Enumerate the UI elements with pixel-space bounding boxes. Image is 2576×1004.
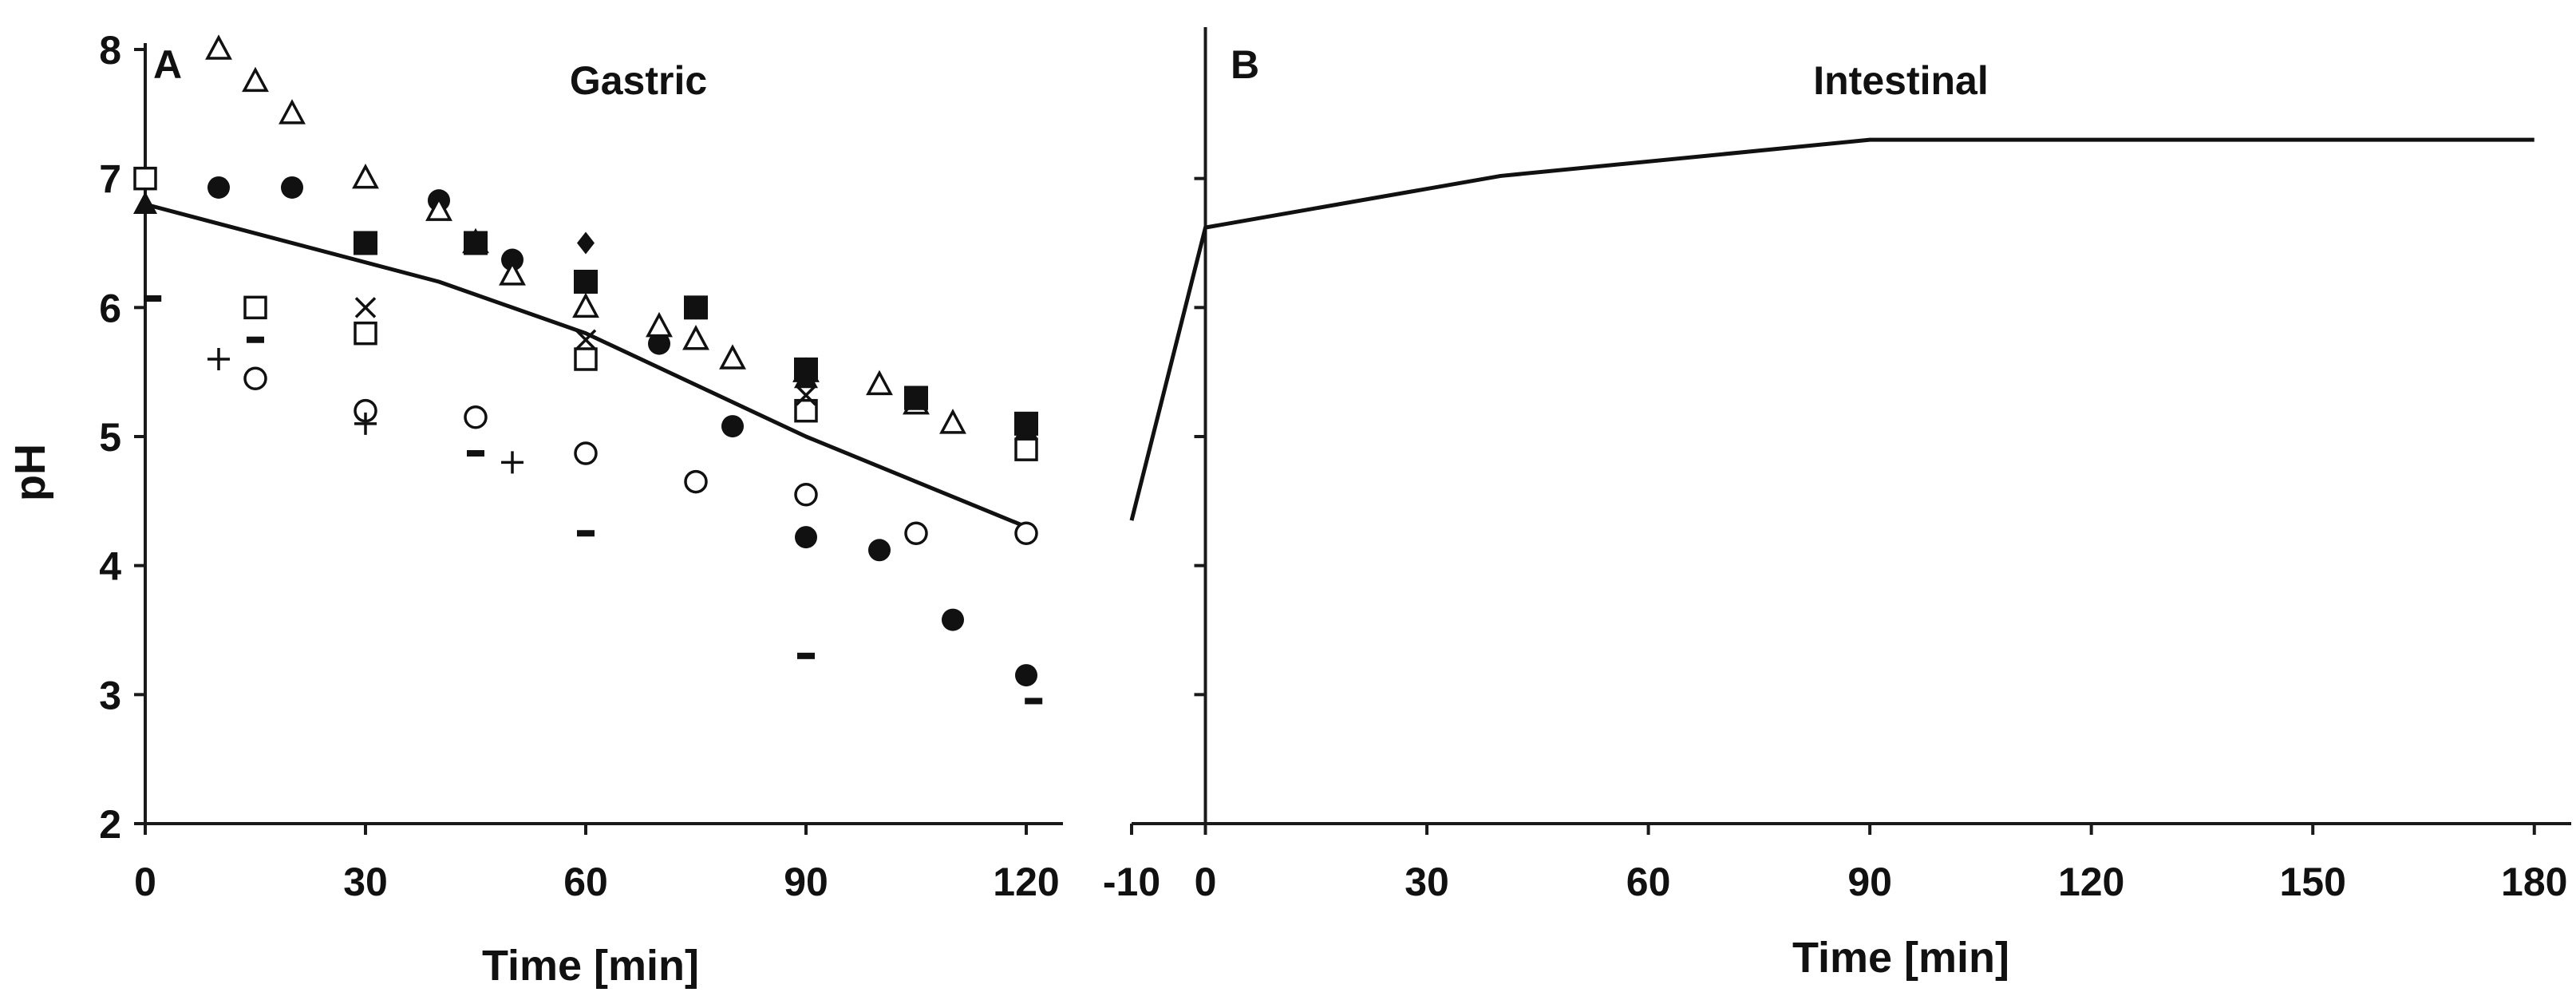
data-point-filled-square: [354, 231, 377, 255]
data-point-dash: [144, 295, 162, 302]
data-point-open-square: [133, 166, 157, 191]
data-point-filled-circle: [721, 415, 744, 438]
data-point-open-circle: [684, 469, 708, 494]
panel-a-x-tick-label: 30: [343, 860, 388, 904]
data-point-open-triangle: [499, 260, 526, 286]
data-point-cross: [905, 389, 927, 411]
data-point-cross: [795, 385, 817, 406]
data-point-filled-square: [464, 231, 488, 255]
data-point-open-triangle: [682, 325, 709, 350]
panel-a-markers: [133, 34, 1043, 705]
data-point-open-circle: [574, 441, 598, 465]
data-point-filled-triangle: [133, 192, 157, 214]
data-point-filled-circle: [795, 526, 817, 549]
panel-b-letter: B: [1231, 42, 1259, 87]
panel-a-y-tick-label: 3: [99, 673, 121, 717]
panel-a-y-tick-label: 7: [99, 157, 121, 202]
data-point-filled-circle: [648, 332, 670, 355]
panel-a-axes: [144, 43, 1063, 825]
panel-b-x-tick-label: 180: [2501, 860, 2567, 904]
panel-b-x-tick-label: 0: [1195, 860, 1217, 904]
data-point-filled-square: [574, 270, 598, 294]
data-point-cross: [354, 297, 377, 318]
panel-b-x-tick-label: 60: [1626, 860, 1671, 904]
data-point-open-triangle: [205, 34, 232, 60]
data-point-open-triangle: [646, 311, 673, 338]
panel-b-ticks: -10 0 30 60 90 120 150 180: [1103, 176, 2567, 904]
data-point-open-circle: [904, 521, 928, 545]
panel-a-average-line: [144, 202, 1027, 529]
data-point-plus: [501, 451, 523, 474]
panel-b-x-tick-label: 120: [2058, 860, 2124, 904]
data-point-dash: [577, 530, 595, 537]
data-point-open-circle: [464, 405, 488, 429]
data-point-filled-diamond: [577, 231, 595, 255]
panel-a-y-tick-label: 2: [99, 802, 121, 847]
data-point-open-triangle: [866, 370, 893, 396]
data-point-open-triangle: [572, 292, 599, 318]
panel-a-x-tick-label: 60: [563, 860, 608, 904]
data-point-open-circle: [794, 483, 818, 507]
panel-a-x-tick-label: 90: [784, 860, 828, 904]
panel-a-ticks: 2 3 4 5 6 7 8 0 30 60 90 120: [99, 28, 1060, 904]
panel-b-x-tick-label: 90: [1847, 860, 1892, 904]
data-point-dash: [247, 336, 264, 343]
data-point-plus: [207, 348, 230, 370]
panel-b-ph-curve: [1129, 137, 2535, 521]
panel-b-x-tick-label: -10: [1103, 860, 1160, 904]
panel-a-y-tick-label: 6: [99, 286, 121, 330]
panel-b-title: Intestinal: [1813, 58, 1988, 103]
panel-b-x-axis-label: Time [min]: [1792, 934, 2009, 982]
data-point-filled-square: [904, 385, 928, 410]
panel-b-ph-line: [1129, 137, 2535, 521]
data-point-filled-circle: [207, 176, 230, 199]
data-point-cross: [575, 329, 597, 350]
data-point-plus: [354, 412, 377, 435]
data-point-open-triangle: [352, 163, 379, 189]
panel-a-title: Gastric: [570, 58, 707, 103]
data-point-open-triangle: [279, 99, 306, 125]
data-point-dash: [467, 450, 484, 457]
data-point-filled-circle: [1015, 664, 1037, 687]
data-point-open-square: [243, 295, 267, 320]
panel-b-x-tick-label: 150: [2279, 860, 2345, 904]
data-point-open-circle: [243, 366, 267, 390]
panel-b-intestinal-chart: -10 0 30 60 90 120 150 180 B Intestinal Time [m…: [1103, 27, 2571, 982]
panel-a-y-tick-label: 4: [99, 544, 121, 589]
data-point-dash: [1025, 698, 1043, 705]
panel-a-gastric-chart: 2 3 4 5 6 7 8 0 30 60 90 120 A Gastric Time [min] p…: [6, 28, 1063, 990]
panel-a-x-tick-label: 0: [134, 860, 156, 904]
data-point-dash: [797, 652, 815, 659]
panel-a-x-tick-label: 120: [993, 860, 1059, 904]
panel-a-average-curve: [144, 202, 1027, 529]
data-point-filled-circle: [868, 539, 891, 562]
data-point-filled-circle: [942, 608, 964, 631]
panel-b-x-tick-label: 30: [1405, 860, 1449, 904]
panel-b-axes: [1132, 27, 2571, 825]
data-point-open-triangle: [719, 344, 746, 370]
data-point-open-square: [574, 347, 598, 371]
data-point-open-circle: [1014, 521, 1038, 545]
panel-a-y-axis-label: pH: [6, 444, 54, 501]
data-point-open-square: [354, 321, 377, 346]
panel-a-x-axis-label: Time [min]: [482, 942, 699, 990]
data-point-filled-circle: [281, 176, 303, 199]
panel-a-letter: A: [153, 42, 182, 87]
data-point-open-triangle: [425, 196, 452, 221]
data-point-filled-square: [684, 295, 708, 320]
panel-a-y-tick-label: 5: [99, 415, 121, 460]
data-point-open-triangle: [242, 66, 269, 93]
data-point-open-triangle: [939, 409, 966, 434]
data-point-filled-square: [1014, 411, 1038, 436]
data-point-open-square: [1014, 437, 1038, 461]
data-point-filled-circle: [501, 248, 523, 271]
panel-a-y-tick-label: 8: [99, 28, 121, 73]
data-point-filled-square: [794, 357, 818, 381]
